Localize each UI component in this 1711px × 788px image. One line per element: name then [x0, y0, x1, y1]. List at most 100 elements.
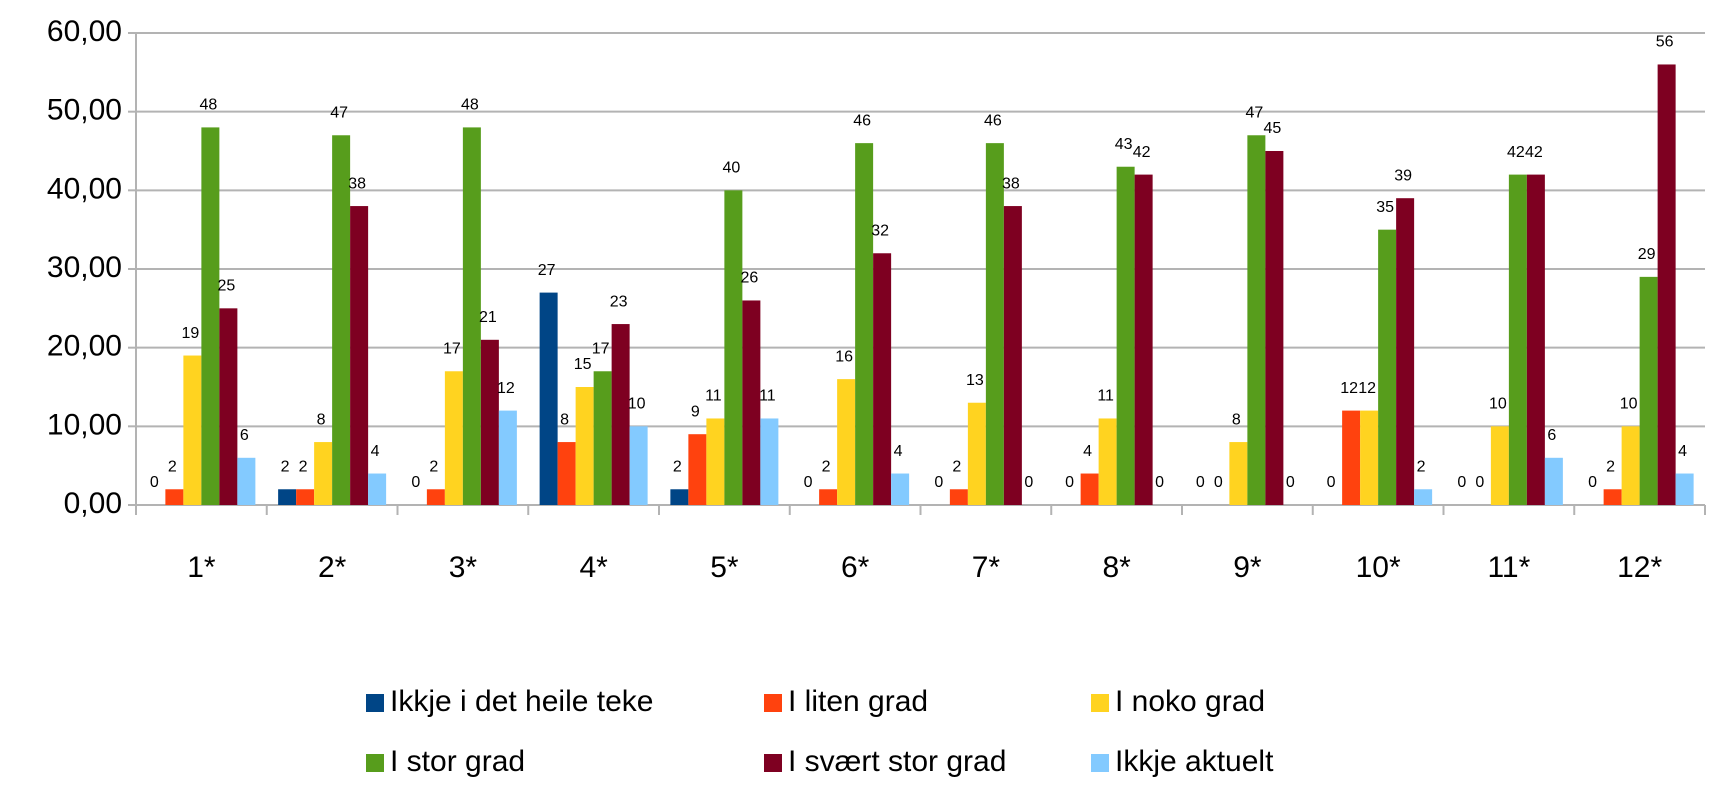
legend-swatch: [1091, 754, 1109, 772]
bar: [332, 135, 351, 505]
data-label: 17: [592, 340, 610, 357]
x-tick-label: 5*: [710, 551, 739, 584]
data-label: 8: [317, 411, 326, 428]
data-label: 4: [371, 443, 380, 460]
bar: [670, 489, 689, 505]
y-tick-label: 50,00: [47, 94, 122, 127]
legend-swatch: [764, 694, 782, 712]
bar: [462, 127, 481, 506]
bar: [837, 379, 856, 505]
bar: [539, 292, 558, 505]
x-tick-label: 6*: [841, 551, 870, 584]
data-label: 40: [722, 160, 740, 177]
x-tick-label: 10*: [1356, 551, 1401, 584]
data-label: 47: [330, 104, 348, 121]
x-tick-label: 3*: [449, 551, 478, 584]
data-label: 46: [853, 112, 871, 129]
data-label: 0: [1286, 474, 1295, 491]
bar: [368, 473, 387, 505]
legend-swatch: [366, 754, 384, 772]
data-label: 47: [1245, 104, 1263, 121]
data-label: 19: [181, 325, 199, 342]
y-tick-label: 30,00: [47, 251, 122, 284]
bar: [1544, 457, 1563, 505]
data-label: 42: [1133, 144, 1151, 161]
data-label: 2: [673, 458, 682, 475]
bar: [611, 324, 630, 505]
data-label: 13: [966, 372, 984, 389]
bar: [498, 410, 517, 505]
bar: [742, 300, 761, 505]
data-label: 17: [443, 340, 461, 357]
data-label: 10: [1489, 396, 1507, 413]
bar: [237, 457, 256, 505]
x-tick-label: 11*: [1487, 551, 1530, 584]
bar: [1603, 489, 1622, 505]
legend-label: Ikkje i det heile teke: [390, 685, 653, 718]
data-label: 2: [822, 458, 831, 475]
data-label: 0: [1475, 474, 1484, 491]
data-label: 0: [1327, 474, 1336, 491]
bar: [760, 418, 779, 505]
y-tick-label: 10,00: [47, 408, 122, 441]
data-label: 2: [281, 458, 290, 475]
bar: [724, 190, 743, 506]
bar: [575, 387, 594, 505]
data-label: 56: [1656, 34, 1674, 51]
data-label: 21: [479, 309, 497, 326]
bar: [1116, 166, 1135, 505]
data-label: 11: [705, 388, 722, 405]
data-label: 26: [740, 270, 758, 287]
bar: [201, 127, 220, 506]
bar: [557, 442, 576, 505]
data-label: 2: [952, 458, 961, 475]
x-tick-label: 4*: [579, 551, 608, 584]
data-label: 4: [1678, 443, 1687, 460]
bar: [1490, 426, 1509, 505]
bar: [350, 206, 369, 506]
bar: [593, 371, 612, 505]
bar: [1657, 64, 1676, 505]
data-label: 43: [1115, 136, 1133, 153]
bar: [1098, 418, 1117, 505]
data-label: 15: [574, 356, 592, 373]
bar: [1414, 489, 1433, 505]
data-label: 8: [1232, 411, 1241, 428]
data-label: 9: [691, 403, 700, 420]
bar: [949, 489, 968, 505]
data-label: 0: [1214, 474, 1223, 491]
legend-swatch: [1091, 694, 1109, 712]
data-label: 6: [1547, 427, 1556, 444]
bar: [1003, 206, 1022, 506]
data-label: 38: [348, 175, 366, 192]
bar: [1229, 442, 1248, 505]
bar: [296, 489, 315, 505]
legend-label: I liten grad: [788, 685, 928, 718]
legend-swatch: [366, 694, 384, 712]
bar: [855, 143, 874, 505]
data-label: 0: [1457, 474, 1466, 491]
bar: [967, 402, 986, 505]
bar: [1080, 473, 1099, 505]
bar: [165, 489, 184, 505]
bar: [629, 426, 648, 505]
data-label: 48: [461, 97, 479, 114]
data-label: 48: [199, 97, 217, 114]
x-tick-label: 8*: [1102, 551, 1131, 584]
bar: [985, 143, 1004, 505]
bar: [480, 339, 499, 505]
data-label: 4: [894, 443, 903, 460]
data-label: 42: [1507, 144, 1525, 161]
data-label: 10: [1620, 396, 1638, 413]
data-label: 45: [1263, 120, 1281, 137]
bar: [1265, 151, 1284, 505]
bar: [219, 308, 238, 505]
y-tick-label: 20,00: [47, 330, 122, 363]
y-tick-label: 60,00: [47, 15, 122, 48]
data-label: 0: [934, 474, 943, 491]
data-label: 6: [240, 427, 249, 444]
x-tick-label: 7*: [972, 551, 1001, 584]
data-label: 0: [1196, 474, 1205, 491]
bar: [891, 473, 910, 505]
data-label: 2: [168, 458, 177, 475]
